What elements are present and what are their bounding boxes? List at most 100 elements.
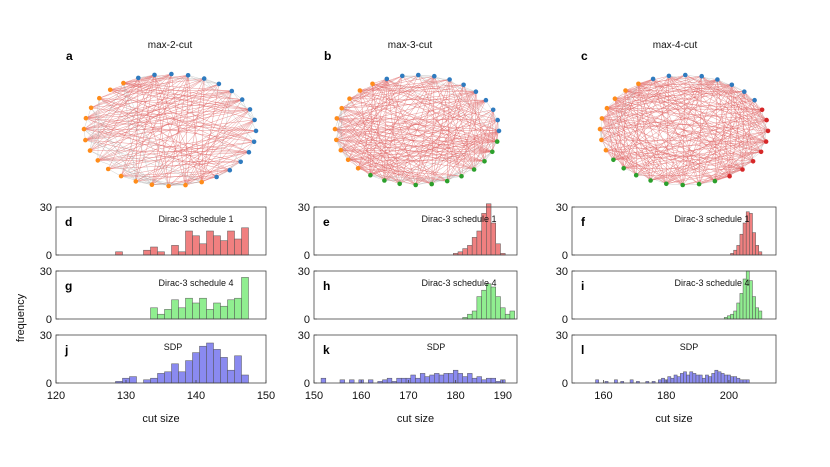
graph-edge — [625, 90, 716, 182]
graph-edge — [359, 90, 493, 153]
graph-edge — [336, 118, 448, 182]
bar-f-205 — [742, 222, 747, 256]
graph-edge — [334, 128, 400, 184]
xtick-label: 150 — [257, 390, 275, 402]
graph-node — [759, 107, 765, 113]
bar-j-135 — [157, 373, 165, 384]
bar-j-139 — [185, 360, 193, 384]
graph-node — [166, 183, 171, 189]
graph-edge — [334, 99, 486, 130]
graph-edge — [185, 152, 250, 186]
annotation-d: Dirac-3 schedule 1 — [158, 214, 233, 224]
bar-k-184 — [471, 377, 478, 384]
graph-node — [246, 149, 252, 155]
bar-f-207 — [749, 213, 753, 256]
graph-edges-a — [83, 73, 257, 187]
graph-edge — [99, 97, 255, 143]
graph-edge — [340, 149, 432, 185]
histogram-g: 0 30 g Dirac-3 schedule 4 — [40, 266, 267, 326]
graph-edge — [185, 141, 255, 186]
graph-edge — [358, 168, 416, 186]
annotation-f: Dirac-3 schedule 1 — [674, 214, 749, 224]
graph-edge — [120, 75, 189, 177]
graph-edge — [699, 180, 715, 185]
bar-d-133 — [143, 249, 151, 256]
graph-edge — [336, 91, 476, 119]
graph-edge — [666, 75, 670, 184]
graph-node — [332, 126, 338, 132]
graph-edge — [359, 90, 371, 176]
bar-k-183 — [467, 373, 473, 384]
graph-edge — [638, 83, 745, 92]
bar-i-208 — [752, 296, 756, 320]
ytick-label: 30 — [556, 330, 568, 342]
graph-node — [621, 166, 626, 171]
graph-edge — [638, 83, 683, 186]
graph-node — [482, 159, 487, 164]
bar-g-140 — [192, 302, 200, 320]
graph-edge — [204, 78, 255, 142]
graph-node — [765, 128, 771, 134]
graph-node — [483, 97, 489, 103]
bar-l-203 — [736, 377, 741, 384]
panel-letter-e: e — [323, 215, 330, 229]
graph-edge — [605, 149, 743, 170]
bar-l-197 — [717, 371, 722, 384]
graph-node — [597, 126, 603, 132]
bar-k-166 — [386, 377, 393, 384]
graph-edge — [372, 83, 462, 177]
panel-letter-f: f — [581, 215, 586, 229]
bar-d-147 — [241, 227, 249, 256]
ytick-label: 0 — [562, 378, 568, 390]
graph-edge — [341, 91, 476, 109]
graph-edge — [623, 141, 767, 169]
graph-edge — [231, 90, 255, 121]
bar-e-183 — [467, 245, 473, 256]
graph-node — [81, 126, 87, 132]
graph-edge — [123, 82, 255, 121]
graph-edge — [341, 107, 485, 162]
graph-edge — [601, 118, 716, 182]
graph-edge — [399, 130, 500, 184]
graph-node — [650, 76, 656, 82]
graph-node — [229, 88, 235, 94]
graph-edge — [606, 108, 624, 169]
graph-node — [382, 178, 387, 183]
bar-g-147 — [241, 277, 249, 320]
graph-edge — [717, 79, 769, 132]
graph-edge — [110, 89, 232, 92]
graph-node — [384, 76, 390, 82]
bar-i-209 — [755, 307, 759, 320]
graph-edge — [349, 98, 498, 142]
graph-edge — [625, 90, 667, 184]
bar-k-185 — [476, 376, 482, 384]
graph-node — [623, 88, 628, 93]
bar-g-142 — [206, 309, 214, 320]
graph-edges-b — [334, 74, 500, 186]
graph-node — [83, 137, 88, 143]
graph-edge — [601, 83, 639, 141]
bar-g-145 — [227, 299, 235, 320]
graph-edge — [97, 98, 100, 161]
bar-k-172 — [415, 377, 421, 384]
bar-d-140 — [192, 235, 200, 256]
panel-letter-i: i — [581, 279, 584, 293]
graph-edge — [418, 74, 498, 121]
graph-edge — [606, 108, 614, 160]
bar-f-203 — [736, 245, 741, 256]
bar-k-178 — [443, 373, 449, 384]
graph-edge — [340, 150, 371, 176]
bar-h-184 — [471, 310, 478, 320]
graph-edge — [731, 84, 745, 92]
bar-e-189 — [495, 243, 501, 256]
bar-e-184 — [471, 237, 478, 256]
graph-edge — [614, 98, 624, 169]
graph-edge — [357, 75, 403, 169]
graph-edge — [85, 90, 232, 141]
graph-edge — [135, 119, 255, 182]
graph-edge — [135, 109, 251, 182]
graph-node — [727, 173, 732, 179]
graph-edge — [97, 109, 251, 161]
graph-edge — [614, 98, 637, 176]
